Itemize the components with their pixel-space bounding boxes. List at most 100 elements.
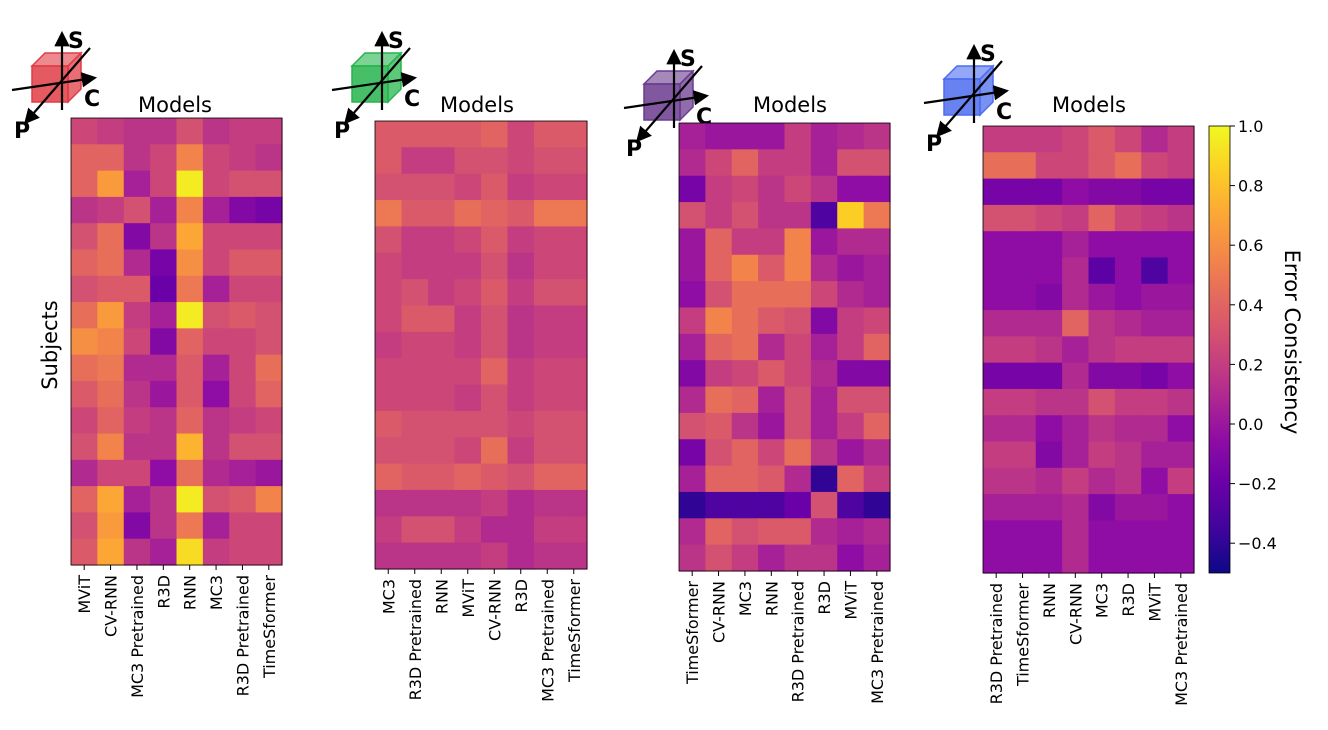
heatmap-cell (176, 118, 204, 145)
heatmap-cell (731, 360, 759, 388)
heatmap-cell (454, 358, 482, 386)
heatmap-cell (229, 196, 257, 224)
heatmap-cell (1167, 231, 1195, 259)
heatmap-cell (123, 302, 151, 329)
heatmap-cell (679, 333, 706, 361)
heatmap-cell (784, 439, 812, 467)
x-tick-label: MC3 (736, 581, 755, 616)
heatmap-cell (1062, 178, 1090, 206)
heatmap-cell (1062, 388, 1090, 416)
heatmap-cell (1114, 441, 1142, 469)
heatmap-cell (454, 331, 482, 359)
colorbar-ticks: 1.0 0.8 0.6 0.4 0.2 0.0 −0.2 −0.4 (1230, 117, 1277, 553)
heatmap-frame (678, 122, 891, 572)
panel-4: S C P Models R3D Pretrained TimeSformer RNN C… (923, 42, 1195, 706)
heatmap-cell (454, 542, 482, 570)
heatmap-cell (1167, 467, 1195, 495)
heatmap-cell (1141, 257, 1169, 285)
colorbar-label: Error Consistency (1280, 250, 1304, 435)
heatmap-cell (837, 202, 865, 230)
heatmap-cell (1035, 152, 1063, 180)
heatmap-cell (731, 412, 759, 440)
heatmap-cell (150, 538, 178, 566)
heatmap-cell (1141, 204, 1169, 232)
heatmap-cell (202, 118, 230, 145)
heatmap-cell (679, 412, 706, 440)
heatmap-cell (1035, 257, 1063, 285)
heatmap-cell (1167, 336, 1195, 364)
axis-letter-s: S (980, 42, 996, 67)
heatmap-cell (837, 333, 865, 361)
heatmap-cell (837, 412, 865, 440)
heatmap-cell (202, 512, 230, 540)
heatmap-cell (837, 149, 865, 177)
heatmap-cell (401, 331, 429, 359)
heatmap-cell (454, 410, 482, 438)
heatmap-cell (983, 310, 1010, 337)
heatmap-cell (202, 328, 230, 356)
panel-3: SCP Models TimeSformer CV-RNN MC3 RNN R3D Pr… (623, 47, 891, 704)
heatmap-cell (534, 147, 562, 175)
heatmap-cell (97, 302, 125, 329)
heatmap-cell (1167, 204, 1195, 232)
heatmap-cell (229, 302, 257, 329)
heatmap-cell (1141, 388, 1169, 416)
x-tick-label: MViT (459, 579, 478, 618)
heatmap-cell (454, 173, 482, 201)
heatmap-cell (983, 283, 1010, 311)
heatmap-cell (507, 410, 535, 438)
colorbar-tick-label: 0.0 (1238, 415, 1263, 434)
heatmap-cell (784, 307, 812, 335)
heatmap-cell (123, 486, 151, 514)
colorbar-tick-label: 0.2 (1238, 355, 1263, 374)
heatmap-cell (401, 489, 429, 517)
heatmap-cell (705, 360, 733, 388)
heatmap-cell (507, 542, 535, 570)
heatmap-cell (71, 433, 98, 461)
heatmap-cell (705, 228, 733, 256)
axis-letter-c: C (84, 87, 100, 112)
heatmap-cell (837, 175, 865, 203)
heatmap-cell (454, 200, 482, 228)
heatmap-cell (863, 412, 891, 440)
heatmap-cell (863, 202, 891, 230)
y-axis-label: Subjects (38, 300, 62, 389)
heatmap-cell (784, 228, 812, 256)
heatmap-cell (863, 254, 891, 282)
heatmap-cell (705, 333, 733, 361)
heatmap-cell (1141, 467, 1169, 495)
heatmap-cell (176, 512, 204, 540)
heatmap-cell (758, 123, 786, 150)
heatmap-cell (481, 358, 509, 386)
x-tick-label: RNN (1040, 583, 1059, 618)
heatmap-cell (560, 252, 588, 280)
heatmap-cell (1062, 231, 1090, 259)
heatmap-cell (1114, 494, 1142, 522)
heatmap-cell (758, 175, 786, 203)
x-tick-label: MViT (1145, 583, 1164, 622)
heatmap-cell (983, 441, 1010, 469)
heatmap-cell (123, 354, 151, 382)
heatmap-cell (97, 538, 125, 566)
heatmap-cell (375, 252, 403, 280)
heatmap-cell (810, 491, 838, 519)
heatmap-cell (560, 279, 588, 307)
x-tick-label: TimeSformer (565, 579, 584, 683)
heatmap-cell (507, 121, 535, 148)
heatmap-cell (784, 412, 812, 440)
heatmap-cell (229, 118, 257, 145)
axis-letter-c: C (996, 100, 1012, 125)
heatmap-cell (150, 144, 178, 172)
heatmap-cell (534, 542, 562, 570)
heatmap-cell (1167, 388, 1195, 416)
heatmap-cell (863, 149, 891, 177)
heatmap-cell (375, 147, 403, 175)
heatmap-cell (1167, 126, 1195, 153)
heatmap-cell (1114, 204, 1142, 232)
heatmap-cell (71, 170, 98, 198)
heatmap-cell (481, 437, 509, 465)
heatmap-cell (784, 175, 812, 203)
heatmap-cell (983, 494, 1010, 522)
heatmap-cell (71, 459, 98, 487)
